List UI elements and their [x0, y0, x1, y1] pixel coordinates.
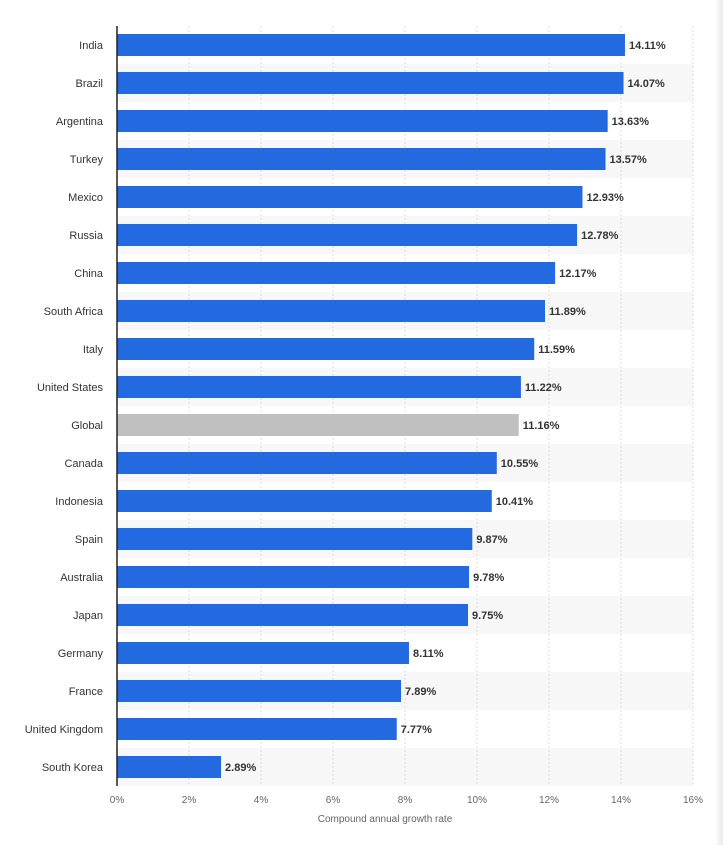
- x-tick-label-2: 2%: [182, 795, 197, 806]
- category-label-india: India: [79, 40, 104, 52]
- value-label-south-africa: 11.89%: [549, 306, 586, 318]
- category-labels-group: India Brazil Argentina Turkey Mexico Russia Ch…: [25, 40, 104, 774]
- category-label-australia: Australia: [60, 572, 104, 584]
- category-label-argentina: Argentina: [56, 116, 104, 128]
- x-tick-label-14: 14%: [611, 795, 631, 806]
- category-label-indonesia: Indonesia: [55, 496, 104, 508]
- bar-australia[interactable]: [117, 566, 470, 588]
- x-tick-label-0: 0%: [110, 795, 125, 806]
- value-label-mexico: 12.93%: [586, 192, 624, 204]
- x-tick-label-12: 12%: [539, 795, 559, 806]
- value-label-canada: 10.55%: [501, 458, 539, 470]
- category-label-france: France: [69, 686, 103, 698]
- value-label-australia: 9.78%: [473, 572, 504, 584]
- x-tick-label-6: 6%: [326, 795, 341, 806]
- value-label-united-kingdom: 7.77%: [401, 724, 432, 736]
- bar-brazil[interactable]: [117, 72, 624, 94]
- bar-china[interactable]: [117, 262, 556, 284]
- category-label-china: China: [74, 268, 104, 280]
- category-label-japan: Japan: [73, 610, 103, 622]
- x-tick-label-16: 16%: [683, 795, 703, 806]
- bar-italy[interactable]: [117, 338, 535, 360]
- value-label-russia: 12.78%: [581, 230, 619, 242]
- bar-japan[interactable]: [117, 604, 468, 626]
- x-axis-title: Compound annual growth rate: [318, 814, 453, 825]
- value-label-india: 14.11%: [629, 40, 666, 52]
- x-axis-ticks-group: 0% 2% 4% 6% 8% 10% 12% 14% 16%: [110, 795, 703, 806]
- bar-turkey[interactable]: [117, 148, 606, 170]
- category-label-spain: Spain: [75, 534, 103, 546]
- value-label-united-states: 11.22%: [525, 382, 562, 394]
- value-label-china: 12.17%: [559, 268, 597, 280]
- category-label-brazil: Brazil: [75, 78, 103, 90]
- x-tick-label-8: 8%: [398, 795, 413, 806]
- value-label-brazil: 14.07%: [628, 78, 666, 90]
- category-label-canada: Canada: [64, 458, 103, 470]
- value-label-germany: 8.11%: [413, 648, 444, 660]
- bar-spain[interactable]: [117, 528, 473, 550]
- bar-south-africa[interactable]: [117, 300, 546, 322]
- x-tick-label-10: 10%: [467, 795, 487, 806]
- value-label-turkey: 13.57%: [610, 154, 648, 166]
- bar-france[interactable]: [117, 680, 402, 702]
- value-labels-group: 14.11% 14.07% 13.63% 13.57% 12.93% 12.78% 12.1…: [225, 40, 666, 774]
- x-tick-label-4: 4%: [254, 795, 269, 806]
- category-label-south-africa: South Africa: [44, 306, 104, 318]
- category-label-germany: Germany: [58, 648, 104, 660]
- bar-mexico[interactable]: [117, 186, 583, 208]
- bar-indonesia[interactable]: [117, 490, 492, 512]
- category-label-south-korea: South Korea: [42, 762, 104, 774]
- bar-india[interactable]: [117, 34, 625, 56]
- category-label-united-states: United States: [37, 382, 104, 394]
- bar-global[interactable]: [117, 414, 519, 436]
- bar-south-korea[interactable]: [117, 756, 222, 778]
- bar-united-states[interactable]: [117, 376, 521, 398]
- value-label-global: 11.16%: [523, 420, 560, 432]
- bar-russia[interactable]: [117, 224, 578, 246]
- bars-group: [117, 34, 625, 778]
- value-label-argentina: 13.63%: [612, 116, 650, 128]
- category-label-united-kingdom: United Kingdom: [25, 724, 103, 736]
- category-label-italy: Italy: [83, 344, 104, 356]
- category-label-mexico: Mexico: [68, 192, 103, 204]
- bar-united-kingdom[interactable]: [117, 718, 397, 740]
- value-label-south-korea: 2.89%: [225, 762, 256, 774]
- category-label-russia: Russia: [69, 230, 104, 242]
- category-label-global: Global: [71, 420, 103, 432]
- bar-germany[interactable]: [117, 642, 409, 664]
- bar-argentina[interactable]: [117, 110, 608, 132]
- value-label-spain: 9.87%: [476, 534, 507, 546]
- right-edge-shadow: [715, 0, 723, 845]
- value-label-japan: 9.75%: [472, 610, 503, 622]
- value-label-france: 7.89%: [405, 686, 436, 698]
- value-label-italy: 11.59%: [538, 344, 575, 356]
- category-label-turkey: Turkey: [70, 154, 104, 166]
- value-label-indonesia: 10.41%: [496, 496, 534, 508]
- bar-canada[interactable]: [117, 452, 497, 474]
